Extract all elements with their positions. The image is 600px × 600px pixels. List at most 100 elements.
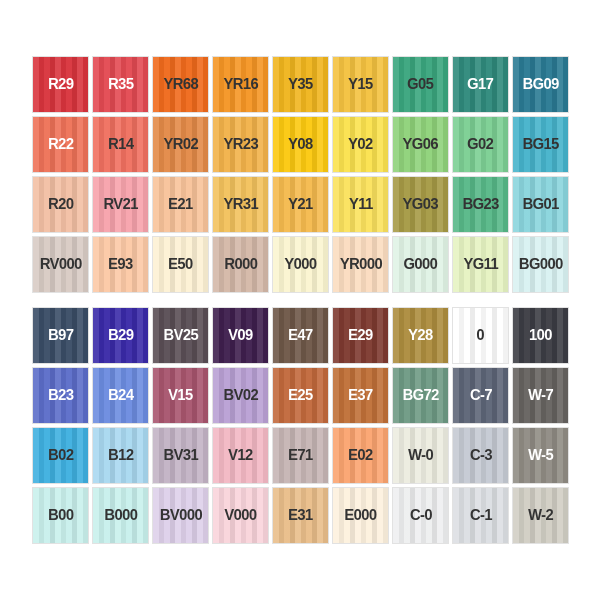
color-swatch: V15 — [153, 368, 208, 423]
swatch-label: C-7 — [469, 386, 492, 404]
swatch-label: YR68 — [163, 75, 198, 93]
color-swatch: G000 — [393, 237, 448, 292]
color-swatch: W-0 — [393, 428, 448, 483]
color-swatch: BG72 — [393, 368, 448, 423]
color-swatch: E93 — [93, 237, 148, 292]
color-swatch: B000 — [93, 488, 148, 543]
swatch-label: E47 — [288, 326, 313, 344]
swatch-label: R20 — [47, 195, 74, 213]
swatch-label: BV25 — [163, 326, 198, 344]
swatch-label: G000 — [403, 255, 438, 273]
color-swatch: BG23 — [453, 177, 508, 232]
swatch-grid-warm-greens: R29 R35 YR68 YR16 Y35 Y15 G05 G17 BG09 R22 R14 YR02… — [33, 57, 568, 292]
swatch-label: Y02 — [348, 135, 373, 153]
color-swatch: G05 — [393, 57, 448, 112]
swatch-label: YR02 — [163, 135, 198, 153]
swatch-label: C-3 — [469, 446, 492, 464]
swatch-label: W-2 — [527, 506, 554, 524]
swatch-label: YG03 — [402, 195, 439, 213]
color-swatch: E50 — [153, 237, 208, 292]
color-swatch: RV000 — [33, 237, 88, 292]
swatch-label: BG72 — [402, 386, 439, 404]
color-swatch: G17 — [453, 57, 508, 112]
color-swatch: W-2 — [513, 488, 568, 543]
color-swatch: W-5 — [513, 428, 568, 483]
color-swatch: YR16 — [213, 57, 268, 112]
color-swatch: 100 — [513, 308, 568, 363]
color-swatch: YR31 — [213, 177, 268, 232]
color-swatch: B23 — [33, 368, 88, 423]
color-swatch: R22 — [33, 117, 88, 172]
color-swatch: B24 — [93, 368, 148, 423]
swatch-label: BV02 — [223, 386, 258, 404]
color-swatch: YR02 — [153, 117, 208, 172]
color-swatch: YG03 — [393, 177, 448, 232]
swatch-label: R35 — [107, 75, 134, 93]
color-swatch: Y000 — [273, 237, 328, 292]
swatch-label: 100 — [529, 326, 552, 344]
swatch-label: BG09 — [522, 75, 559, 93]
swatch-label: G02 — [467, 135, 494, 153]
color-swatch: Y11 — [333, 177, 388, 232]
color-swatch: R35 — [93, 57, 148, 112]
color-swatch: 0 — [453, 308, 508, 363]
swatch-label: E25 — [288, 386, 313, 404]
swatch-label: YR23 — [223, 135, 258, 153]
color-swatch: E000 — [333, 488, 388, 543]
color-swatch: E37 — [333, 368, 388, 423]
color-swatch: B02 — [33, 428, 88, 483]
swatch-label: 0 — [476, 326, 485, 344]
swatch-label: BV000 — [159, 506, 202, 524]
swatch-label: YG11 — [463, 255, 498, 273]
swatch-label: C-0 — [409, 506, 432, 524]
swatch-label: R29 — [47, 75, 74, 93]
swatch-label: BV31 — [163, 446, 198, 464]
color-swatch: YR23 — [213, 117, 268, 172]
swatch-label: RV21 — [103, 195, 138, 213]
color-swatch: YR68 — [153, 57, 208, 112]
swatch-label: B23 — [47, 386, 74, 404]
swatch-label: Y15 — [348, 75, 373, 93]
color-swatch: Y35 — [273, 57, 328, 112]
color-swatch: BV02 — [213, 368, 268, 423]
swatch-label: V000 — [224, 506, 257, 524]
color-swatch: YG06 — [393, 117, 448, 172]
color-swatch: G02 — [453, 117, 508, 172]
swatch-label: W-0 — [407, 446, 434, 464]
swatch-label: B000 — [103, 506, 138, 524]
swatch-label: E29 — [348, 326, 373, 344]
swatch-label: B12 — [107, 446, 134, 464]
color-swatch: R14 — [93, 117, 148, 172]
color-swatch: C-0 — [393, 488, 448, 543]
swatch-label: R000 — [223, 255, 258, 273]
swatch-label: W-7 — [527, 386, 554, 404]
color-swatch: BG01 — [513, 177, 568, 232]
swatch-label: E93 — [108, 255, 133, 273]
color-swatch: BG15 — [513, 117, 568, 172]
swatch-label: B29 — [107, 326, 134, 344]
color-swatch: V09 — [213, 308, 268, 363]
color-swatch: Y02 — [333, 117, 388, 172]
color-swatch: Y15 — [333, 57, 388, 112]
color-swatch: B97 — [33, 308, 88, 363]
color-swatch: Y21 — [273, 177, 328, 232]
color-swatch: B00 — [33, 488, 88, 543]
swatch-label: E71 — [288, 446, 313, 464]
color-swatch: C-1 — [453, 488, 508, 543]
color-swatch: YR000 — [333, 237, 388, 292]
swatch-label: BG01 — [522, 195, 559, 213]
swatch-label: Y08 — [288, 135, 313, 153]
swatch-label: E21 — [168, 195, 193, 213]
swatch-label: RV000 — [39, 255, 82, 273]
swatch-label: BG000 — [518, 255, 563, 273]
color-swatch: V000 — [213, 488, 268, 543]
swatch-label: R22 — [47, 135, 74, 153]
swatch-label: YG06 — [402, 135, 439, 153]
color-swatch: E02 — [333, 428, 388, 483]
color-swatch: C-7 — [453, 368, 508, 423]
swatch-label: BG23 — [462, 195, 499, 213]
swatch-label: R14 — [107, 135, 134, 153]
color-swatch: BG09 — [513, 57, 568, 112]
swatch-label: B24 — [107, 386, 134, 404]
swatch-grid-blues-neutrals: B97 B29 BV25 V09 E47 E29 Y28 0 100 B23 B24 V15 BV02 E… — [33, 308, 568, 543]
